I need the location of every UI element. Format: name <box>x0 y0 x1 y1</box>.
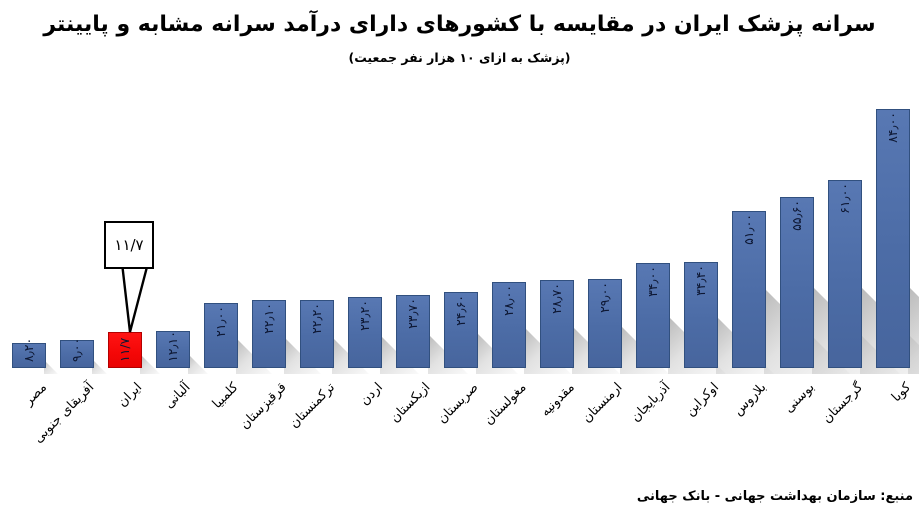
bar <box>252 300 286 368</box>
bar-value-label: ۲۸٫۷۰ <box>549 283 564 314</box>
bar-value-label: ۲۲٫۲۰ <box>309 303 324 334</box>
bar-value-label: ۵۱٫۰۰ <box>741 214 756 245</box>
category-label: آذربایجان <box>628 380 674 426</box>
bar <box>156 331 190 368</box>
category-label: آلبانی <box>161 380 194 412</box>
category-label: اوکراین <box>682 380 722 420</box>
category-label: کلمبیا <box>209 380 242 412</box>
bar-shadow <box>908 286 919 374</box>
bar-value-label: ۹٫۰۰ <box>69 337 84 362</box>
bar-value-label: ۱۱/۷ <box>117 337 132 362</box>
bar-value-label: ۸۴٫۰۰ <box>885 112 900 143</box>
bar-value-label: ۲۳٫۷۰ <box>405 298 420 329</box>
bar-value-label: ۲۲٫۱۰ <box>261 303 276 334</box>
bar-value-label: ۲۱٫۰۰ <box>213 306 228 337</box>
bar-value-label: ۳۴٫۴۰ <box>693 265 708 296</box>
bar <box>300 300 334 368</box>
bar <box>444 292 478 368</box>
bar <box>732 211 766 368</box>
bar-value-label: ۶۱٫۰۰ <box>837 183 852 214</box>
category-label: ازبکستان <box>387 380 434 426</box>
bar <box>60 340 94 368</box>
bar <box>492 282 526 368</box>
bar <box>12 343 46 368</box>
bar-value-label: ۸٫۲۰ <box>21 337 36 362</box>
category-label: ایران <box>115 380 146 411</box>
bar <box>828 180 862 368</box>
callout-label: ۱۱/۷ <box>114 236 144 254</box>
category-label: کوبا <box>888 380 914 406</box>
bar <box>588 279 622 368</box>
bar-value-label: ۵۵٫۶۰ <box>789 200 804 231</box>
bar <box>540 280 574 368</box>
bar <box>684 262 718 368</box>
category-label: قرقیزستان <box>237 380 290 433</box>
callout-box: ۱۱/۷ <box>104 221 154 269</box>
category-label: صربستان <box>435 380 482 427</box>
category-label: گرجستان <box>819 380 866 427</box>
chart-title: سرانه پزشک ایران در مقایسه با کشورهای دا… <box>43 12 876 37</box>
bar <box>780 197 814 368</box>
category-label: ترکمنستان <box>286 380 338 432</box>
bar-value-label: ۲۹٫۰۰ <box>597 282 612 313</box>
category-label: مصر <box>21 380 50 409</box>
source-credit: منبع: سازمان بهداشت جهانی - بانک جهانی <box>636 489 913 504</box>
chart-subtitle: (پزشک به ازای ۱۰ هزار نفر جمعیت) <box>348 50 571 65</box>
bar-value-label: ۲۸٫۰۰ <box>501 285 516 316</box>
category-label: مقدونیه <box>537 380 578 420</box>
bar <box>348 297 382 368</box>
bar-highlight <box>108 332 142 368</box>
bar-shadow <box>92 359 107 374</box>
bar-value-label: ۱۲٫۱۰ <box>165 331 180 362</box>
bar-value-label: ۲۳٫۲۰ <box>357 300 372 331</box>
category-label: مغولستان <box>481 380 530 429</box>
bar <box>396 295 430 368</box>
category-label: اردن <box>357 380 386 409</box>
category-label: ارمنستان <box>579 380 626 426</box>
bar-value-label: ۳۴٫۰۰ <box>645 266 660 297</box>
category-label: بلاروس <box>730 380 770 419</box>
bar <box>636 263 670 368</box>
bar <box>204 303 238 368</box>
bar-value-label: ۲۴٫۶۰ <box>453 295 468 326</box>
category-label: بوسنی <box>781 380 818 417</box>
bar-shadow <box>44 360 58 374</box>
bar <box>876 109 910 368</box>
